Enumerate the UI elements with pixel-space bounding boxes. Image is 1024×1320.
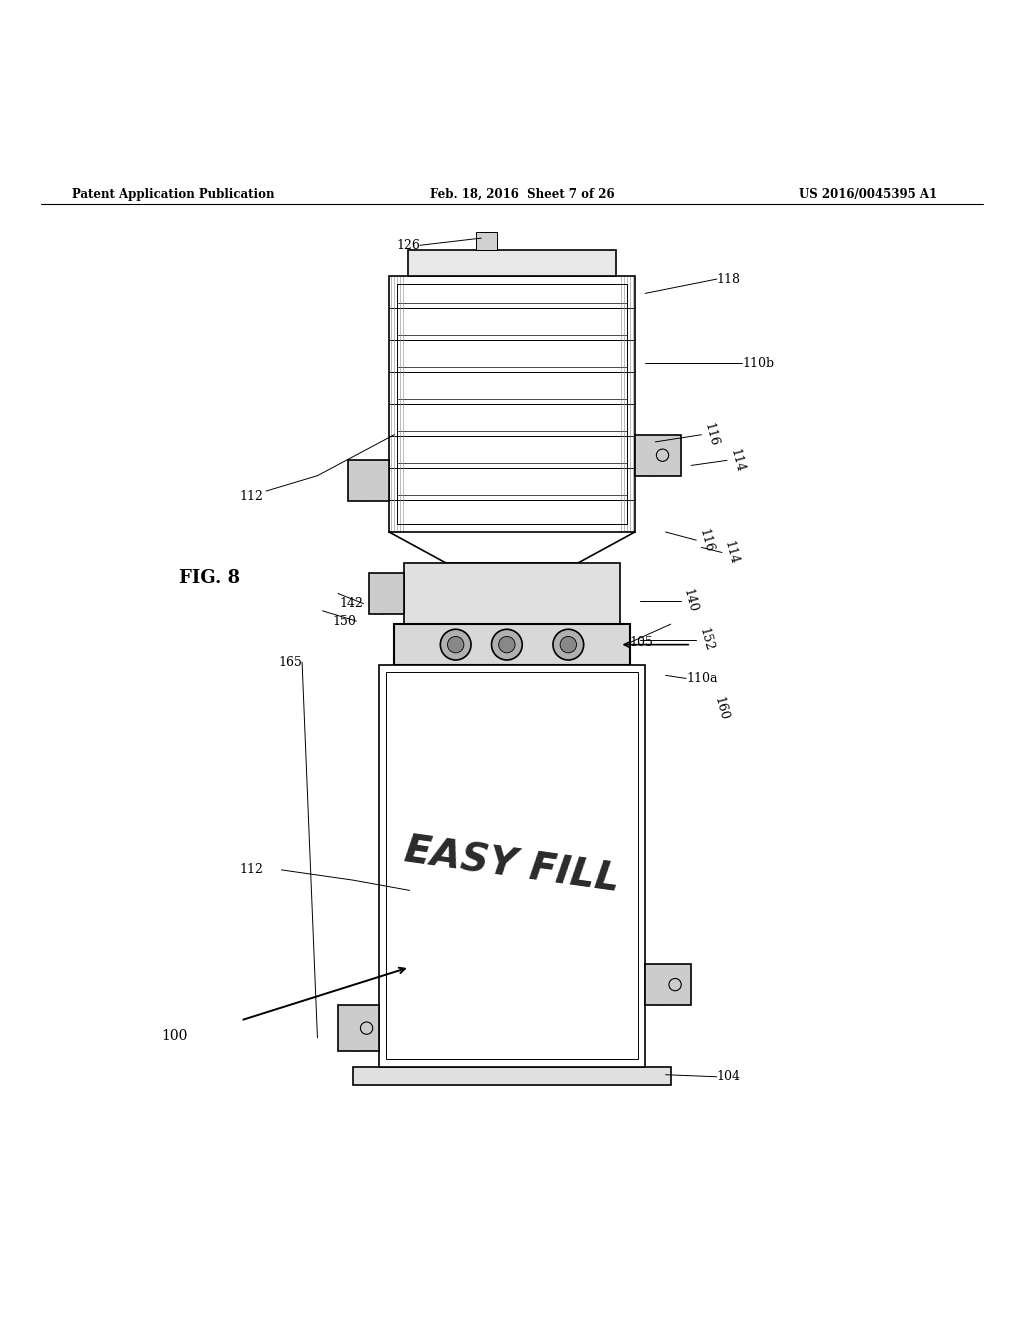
Text: US 2016/0045395 A1: US 2016/0045395 A1: [799, 187, 937, 201]
Bar: [476, 232, 497, 251]
Text: 110a: 110a: [686, 672, 718, 685]
Bar: [353, 1067, 671, 1085]
Text: EASY FILL: EASY FILL: [402, 832, 622, 900]
Bar: [386, 672, 638, 1060]
Text: FIG. 8: FIG. 8: [179, 569, 241, 587]
Bar: [389, 276, 635, 532]
Text: 160: 160: [712, 696, 730, 722]
Text: 165: 165: [279, 656, 302, 668]
Circle shape: [447, 636, 464, 653]
Circle shape: [560, 636, 577, 653]
Text: 126: 126: [396, 239, 420, 252]
Bar: [338, 1005, 379, 1051]
Bar: [348, 461, 389, 502]
Text: Patent Application Publication: Patent Application Publication: [72, 187, 274, 201]
Bar: [379, 665, 645, 1067]
Text: 140: 140: [681, 587, 699, 614]
Text: 150: 150: [333, 615, 356, 627]
Text: 100: 100: [161, 1028, 187, 1043]
Bar: [445, 562, 579, 583]
Text: 112: 112: [239, 490, 263, 503]
Bar: [397, 284, 627, 524]
Text: 105: 105: [630, 636, 653, 649]
Bar: [408, 251, 616, 276]
Text: 110b: 110b: [742, 356, 774, 370]
Bar: [394, 624, 630, 665]
Text: Feb. 18, 2016  Sheet 7 of 26: Feb. 18, 2016 Sheet 7 of 26: [430, 187, 614, 201]
Circle shape: [440, 630, 471, 660]
Text: 152: 152: [696, 627, 715, 652]
Text: 116: 116: [701, 421, 720, 447]
Text: 118: 118: [717, 272, 740, 285]
Text: 116: 116: [696, 527, 715, 553]
Text: 142: 142: [340, 597, 364, 610]
Circle shape: [492, 630, 522, 660]
Circle shape: [499, 636, 515, 653]
Bar: [404, 562, 620, 624]
Bar: [645, 964, 691, 1005]
Text: 112: 112: [239, 863, 263, 876]
Bar: [369, 573, 404, 614]
Text: 114: 114: [722, 539, 740, 566]
Text: 114: 114: [727, 447, 745, 474]
Circle shape: [553, 630, 584, 660]
Bar: [635, 434, 681, 475]
Text: 104: 104: [717, 1071, 740, 1084]
